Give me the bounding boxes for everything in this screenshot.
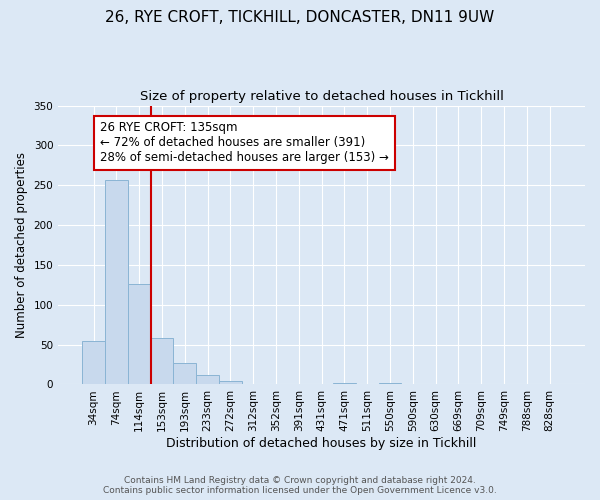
Bar	[173, 363, 196, 384]
Bar	[196, 375, 219, 384]
Bar	[379, 383, 401, 384]
Bar	[333, 383, 356, 384]
Bar	[151, 338, 173, 384]
Bar	[219, 382, 242, 384]
Bar	[105, 180, 128, 384]
Text: Contains HM Land Registry data © Crown copyright and database right 2024.
Contai: Contains HM Land Registry data © Crown c…	[103, 476, 497, 495]
Title: Size of property relative to detached houses in Tickhill: Size of property relative to detached ho…	[140, 90, 503, 103]
X-axis label: Distribution of detached houses by size in Tickhill: Distribution of detached houses by size …	[166, 437, 477, 450]
Y-axis label: Number of detached properties: Number of detached properties	[15, 152, 28, 338]
Text: 26 RYE CROFT: 135sqm
← 72% of detached houses are smaller (391)
28% of semi-deta: 26 RYE CROFT: 135sqm ← 72% of detached h…	[100, 122, 389, 164]
Text: 26, RYE CROFT, TICKHILL, DONCASTER, DN11 9UW: 26, RYE CROFT, TICKHILL, DONCASTER, DN11…	[106, 10, 494, 25]
Bar	[82, 340, 105, 384]
Bar	[128, 284, 151, 384]
